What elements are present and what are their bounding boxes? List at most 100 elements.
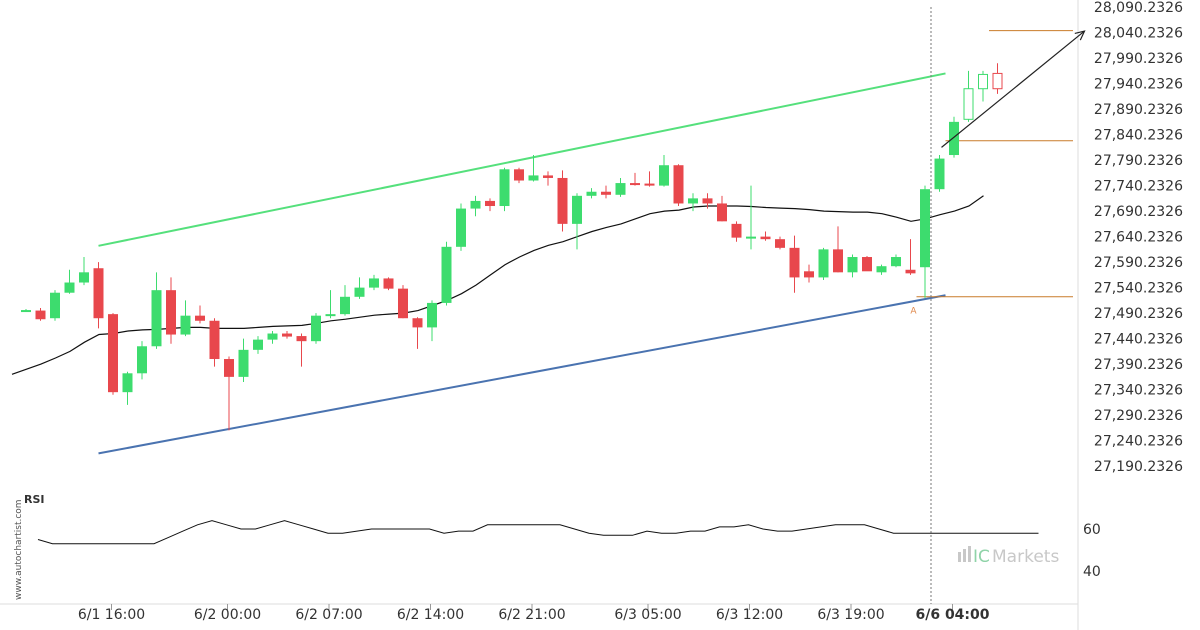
candle-body-hollow [992,72,1003,90]
price-tick-label: 27,840.2326 [1094,128,1183,144]
price-tick-label: 28,040.2326 [1094,26,1183,42]
candle-body [456,208,466,247]
price-tick-label: 27,490.2326 [1094,306,1183,322]
candle [195,305,205,324]
price-tick-label: 27,340.2326 [1094,383,1183,399]
lower-channel-line [98,294,946,455]
candle [296,333,307,367]
candle [64,269,75,294]
candle [238,338,249,382]
candle-body [804,271,814,278]
candle-body [151,290,162,347]
candle-body [35,310,46,320]
candle-body [949,121,959,156]
candle-body [224,359,234,377]
price-tick-label: 27,740.2326 [1094,179,1183,195]
candle [325,290,336,319]
candle [441,241,452,306]
candle-body-hollow [963,88,974,120]
candle [891,254,901,268]
candle [354,277,365,299]
candle [963,70,974,122]
price-tick-label: 27,940.2326 [1094,77,1183,93]
brand-bars-icon [958,552,961,562]
price-tick-label: 27,790.2326 [1094,153,1183,169]
candle-body [833,249,843,273]
candle [804,264,814,283]
candle [514,167,524,184]
candle-body [369,278,379,288]
source-watermark: www.autochartist.com [14,499,24,600]
candle [456,203,466,251]
candle [253,336,263,354]
candle-body [282,333,292,337]
candle [586,188,597,199]
candle-body [847,257,858,273]
time-tick-label: 6/2 21:00 [498,607,565,623]
time-tick-label: 6/3 12:00 [716,607,783,623]
candle [876,264,887,275]
price-tick-label: 27,590.2326 [1094,255,1183,271]
rsi-label: RSI [24,493,45,506]
candle-body [717,203,727,222]
pattern-marker-label: A [910,306,917,316]
price-tick-label: 27,240.2326 [1094,434,1183,450]
candle-body [209,320,220,360]
candle-body [543,175,553,178]
candle [630,172,640,186]
candle [137,341,147,380]
candle [862,255,872,272]
candle-body [122,373,133,393]
candle-body [557,177,568,224]
candle [992,63,1003,94]
candle [311,313,321,344]
candle [340,285,350,316]
candle-body [137,346,147,374]
candle [601,185,611,199]
candle-body [862,257,872,272]
candle [499,167,510,212]
moving-average-line [11,195,984,375]
candle-body [253,339,263,350]
candle-body [702,198,713,204]
candle-body [108,314,118,393]
candle-body [296,336,307,342]
brand-ic: IC [973,547,990,567]
candle [35,308,46,321]
candle-body [615,183,626,195]
candle [905,239,916,275]
candle [789,235,800,293]
candle-body [586,191,597,196]
candle-body [441,246,452,303]
time-tick-label: 6/1 16:00 [78,607,145,623]
brand-name: Markets [992,547,1059,567]
candle-body [644,183,655,186]
candle [427,300,437,342]
candle [847,254,858,278]
candle-body [383,278,394,289]
candle-body [485,200,495,207]
candle-body [398,288,408,319]
time-tick-label: 6/2 14:00 [397,607,464,623]
candle-body [905,269,916,274]
candle-body [79,272,89,283]
price-tick-label: 27,440.2326 [1094,332,1183,348]
price-tick-label: 27,190.2326 [1094,459,1183,475]
candle-body [891,257,901,267]
candle-body [354,287,365,297]
candle-body [731,223,742,238]
candle-body [876,266,887,273]
price-tick-label: 27,990.2326 [1094,51,1183,67]
candle [543,171,553,186]
candle [688,193,698,212]
candle [644,171,655,187]
rsi-tick-label: 60 [1083,522,1101,538]
candle-body [238,349,249,377]
candle [79,257,89,286]
price-tick-label: 27,690.2326 [1094,204,1183,220]
candle [731,221,742,242]
price-tick-label: 27,390.2326 [1094,357,1183,373]
candle [369,274,379,291]
candle [760,231,771,241]
time-tick-label: 6/2 07:00 [295,607,362,623]
